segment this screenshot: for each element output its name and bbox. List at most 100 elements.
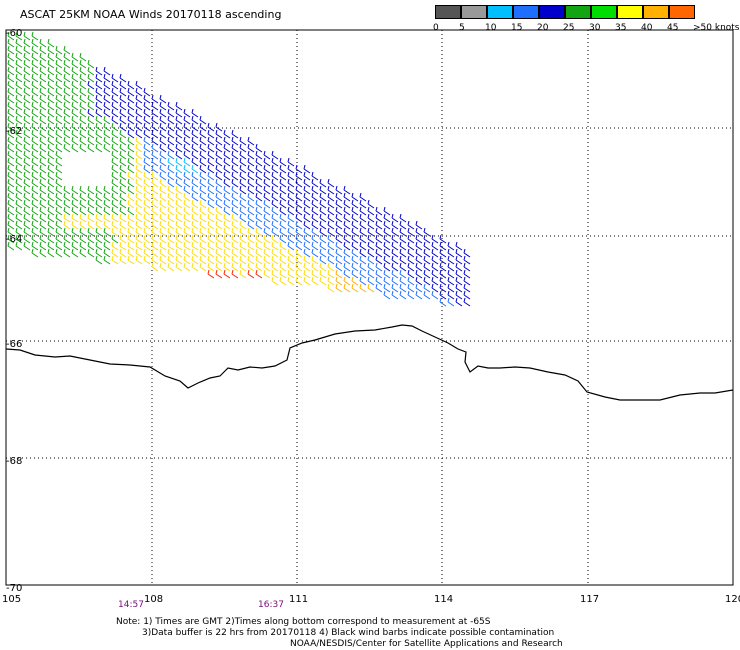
wind-barb: [448, 242, 454, 250]
wind-barb: [88, 193, 94, 201]
wind-barb: [144, 242, 150, 250]
wind-barb: [344, 277, 350, 285]
wind-barb: [40, 179, 46, 187]
wind-barb: [384, 207, 390, 215]
wind-barb: [256, 228, 262, 236]
wind-barb: [240, 186, 246, 194]
wind-barb: [184, 137, 190, 145]
wind-barb: [256, 263, 262, 271]
wind-barb: [168, 249, 174, 257]
wind-barb: [256, 179, 262, 187]
wind-barb: [96, 207, 102, 215]
wind-barb: [176, 242, 182, 250]
wind-barb: [96, 74, 102, 82]
wind-barb: [360, 284, 366, 292]
wind-barb: [40, 186, 46, 194]
wind-barb: [400, 291, 406, 299]
wind-barb: [48, 193, 54, 201]
wind-barb: [360, 277, 366, 285]
wind-barb: [352, 221, 358, 229]
wind-barb: [240, 242, 246, 250]
wind-barb: [48, 179, 54, 187]
wind-barb: [136, 200, 142, 208]
wind-barb: [432, 284, 438, 292]
wind-barb: [32, 249, 38, 257]
wind-barb: [216, 228, 222, 236]
wind-barb: [24, 214, 30, 222]
wind-barb: [280, 270, 286, 278]
wind-barb: [312, 172, 318, 180]
wind-barb: [152, 144, 158, 152]
wind-barb: [360, 228, 366, 236]
wind-barb: [8, 179, 14, 187]
wind-barb: [200, 158, 206, 166]
wind-barb: [40, 74, 46, 82]
wind-barb: [192, 228, 198, 236]
wind-barb: [104, 130, 110, 138]
wind-barb: [400, 263, 406, 271]
wind-barb: [152, 172, 158, 180]
wind-barb: [160, 137, 166, 145]
wind-barb: [376, 214, 382, 222]
wind-barb: [128, 88, 134, 96]
wind-barb: [256, 214, 262, 222]
wind-barb: [272, 186, 278, 194]
wind-barb: [144, 186, 150, 194]
wind-barb: [56, 116, 62, 124]
wind-barb: [352, 277, 358, 285]
wind-barb: [280, 214, 286, 222]
wind-barb: [112, 242, 118, 250]
wind-barb: [88, 144, 94, 152]
wind-barb: [104, 88, 110, 96]
wind-barb: [56, 158, 62, 166]
wind-barb: [400, 221, 406, 229]
wind-barb: [320, 200, 326, 208]
wind-barb: [232, 137, 238, 145]
wind-barb: [8, 46, 14, 54]
wind-barb: [40, 214, 46, 222]
wind-barb: [360, 214, 366, 222]
wind-barb: [424, 291, 430, 299]
wind-barb: [168, 179, 174, 187]
wind-barb: [120, 102, 126, 110]
wind-barb: [240, 144, 246, 152]
wind-barb: [344, 284, 350, 292]
wind-barb: [96, 109, 102, 117]
wind-barb: [232, 207, 238, 215]
wind-barb: [304, 207, 310, 215]
wind-barb: [64, 137, 70, 145]
wind-barb: [144, 151, 150, 159]
wind-barb: [216, 165, 222, 173]
wind-barb: [48, 123, 54, 131]
wind-barb: [216, 186, 222, 194]
wind-barb: [232, 158, 238, 166]
wind-barb: [264, 200, 270, 208]
wind-barb: [248, 242, 254, 250]
wind-barb: [152, 165, 158, 173]
wind-barb: [432, 270, 438, 278]
wind-barb: [112, 207, 118, 215]
wind-barb: [320, 221, 326, 229]
wind-barb: [304, 214, 310, 222]
wind-barb: [88, 130, 94, 138]
wind-barb: [16, 53, 22, 61]
wind-barb: [216, 130, 222, 138]
wind-barb: [168, 116, 174, 124]
wind-barb: [256, 193, 262, 201]
latitude-label: -70: [6, 583, 22, 594]
wind-barb: [120, 158, 126, 166]
wind-barb: [40, 39, 46, 47]
wind-barb: [64, 228, 70, 236]
wind-barb: [120, 207, 126, 215]
wind-barb: [80, 67, 86, 75]
wind-barb: [392, 214, 398, 222]
wind-barb: [288, 193, 294, 201]
wind-barb: [160, 172, 166, 180]
wind-barb: [392, 242, 398, 250]
wind-barb: [128, 137, 134, 145]
wind-barb: [128, 102, 134, 110]
wind-barb: [176, 214, 182, 222]
wind-barb: [56, 165, 62, 173]
wind-barb: [208, 256, 214, 264]
wind-barb: [152, 116, 158, 124]
